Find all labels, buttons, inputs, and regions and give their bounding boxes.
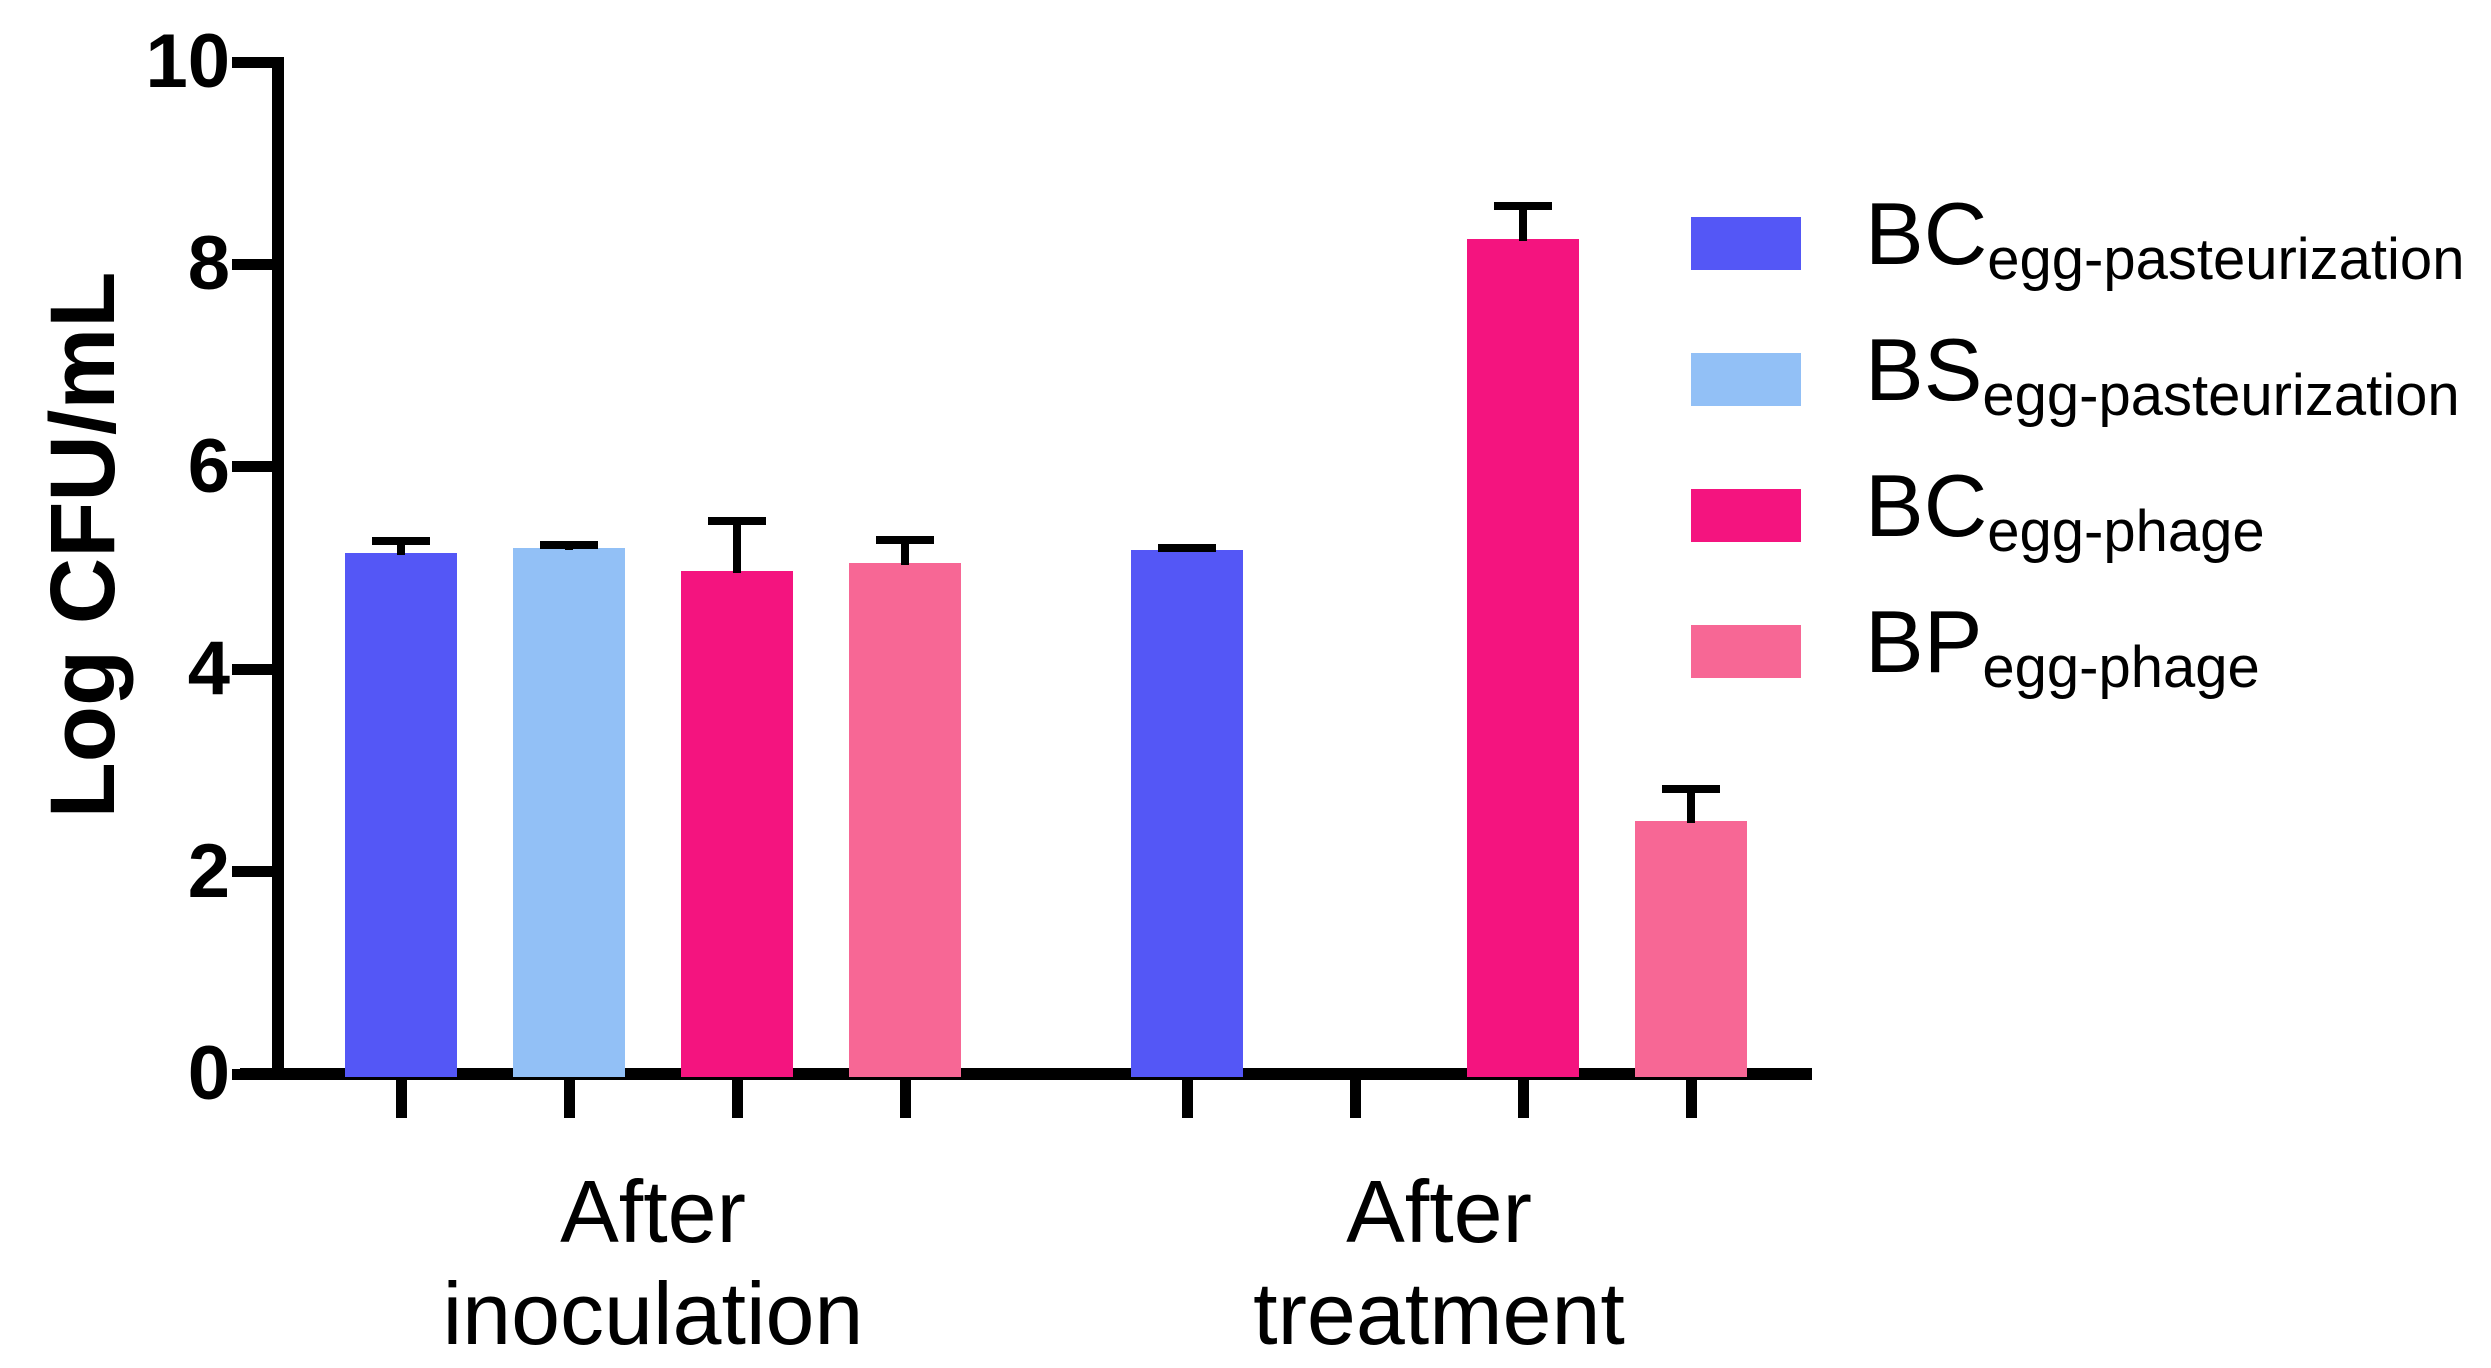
x-axis-tick (731, 1080, 743, 1118)
x-axis-tick (899, 1080, 911, 1118)
x-axis-line (240, 1068, 1812, 1080)
legend-label: BPegg-phage (1865, 598, 2260, 701)
bar-BP-egg-phage-group1 (849, 562, 961, 1077)
legend-label-main: BC (1865, 456, 1988, 555)
legend-swatch (1691, 353, 1801, 406)
y-axis-tick (232, 1068, 272, 1080)
error-bar-whisker (733, 521, 741, 574)
legend-swatch (1691, 625, 1801, 678)
y-tick-label: 0 (187, 1031, 230, 1116)
error-bar-cap (1494, 201, 1552, 210)
legend-label-subscript: egg-phage (1987, 499, 2265, 564)
legend-label-subscript: egg-pasteurization (1987, 227, 2465, 292)
x-axis-tick (1181, 1080, 1193, 1118)
error-bar-cap (1662, 784, 1720, 793)
y-tick-label: 8 (187, 221, 230, 307)
error-bar-whisker (1687, 788, 1695, 823)
y-axis-tick (232, 866, 272, 878)
y-axis-tick (232, 56, 272, 68)
bar-BC-egg-phage-group2 (1467, 239, 1579, 1077)
y-axis-tick (232, 663, 272, 675)
x-axis-tick (395, 1080, 407, 1118)
legend-label-main: BP (1865, 592, 1983, 691)
x-axis-tick (1349, 1080, 1361, 1118)
legend-label-subscript: egg-pasteurization (1982, 363, 2460, 428)
y-tick-label: 10 (145, 19, 230, 104)
error-bar-cap (372, 536, 430, 545)
legend-label: BSegg-pasteurization (1865, 326, 2460, 429)
bar-BC-egg-phage-group1 (681, 571, 793, 1077)
bar-BS-egg-pasteurization-group1 (513, 547, 625, 1077)
error-bar-cap (876, 535, 934, 544)
legend-label-main: BS (1865, 320, 1983, 419)
error-bar-cap (1158, 543, 1216, 552)
y-axis-tick (232, 258, 272, 270)
bar-BC-egg-pasteurization-group1 (345, 552, 457, 1077)
bar-BC-egg-pasteurization-group2 (1131, 549, 1243, 1077)
legend-label: BCegg-phage (1865, 462, 2265, 565)
legend-label-subscript: egg-phage (1982, 635, 2260, 700)
y-axis-line (272, 56, 284, 1080)
y-axis-title: Log CFU/mL (32, 271, 134, 819)
legend-swatch (1691, 489, 1801, 542)
y-axis-tick (232, 461, 272, 473)
legend-label-main: BC (1865, 184, 1988, 283)
y-tick-label: 6 (187, 423, 230, 509)
legend-label: BCegg-pasteurization (1865, 190, 2465, 293)
error-bar-whisker (397, 540, 405, 555)
y-tick-label: 4 (187, 626, 230, 712)
error-bar-whisker (1519, 205, 1527, 242)
x-group-label: After treatment (1253, 1162, 1625, 1363)
x-axis-tick (1685, 1080, 1697, 1118)
error-bar-whisker (901, 539, 909, 565)
y-tick-label: 2 (187, 828, 230, 914)
x-axis-tick (1517, 1080, 1529, 1118)
x-axis-tick (563, 1080, 575, 1118)
legend-swatch (1691, 217, 1801, 270)
x-group-label: After inoculation (442, 1162, 864, 1363)
error-bar-cap (540, 540, 598, 549)
bar-BP-egg-phage-group2 (1635, 821, 1747, 1077)
error-bar-cap (708, 517, 766, 526)
